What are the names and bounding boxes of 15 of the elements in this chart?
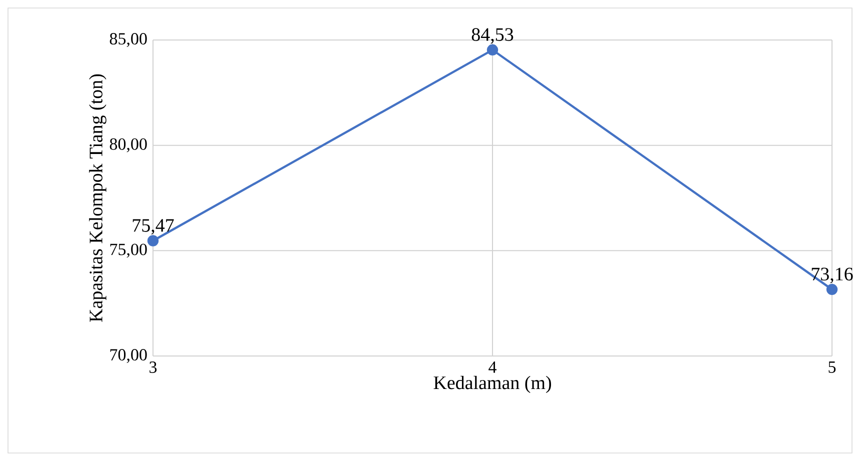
x-tick-label: 3 — [150, 362, 157, 373]
y-axis-title: Kapasitas Kelompok Tiang (ton) — [89, 74, 106, 322]
y-tick-label: 75,00 — [110, 244, 147, 258]
data-label: 73,16 — [812, 268, 853, 284]
y-tick-label: 85,00 — [110, 33, 147, 47]
y-tick-label: 80,00 — [110, 138, 147, 152]
data-label: 84,53 — [472, 28, 514, 44]
y-tick-label: 70,00 — [110, 349, 147, 363]
point — [486, 44, 498, 56]
x-axis-title: Kedalaman (m) — [434, 376, 552, 394]
x-tick-label: 4 — [488, 362, 496, 373]
point — [826, 284, 838, 296]
x-tick-label: 5 — [828, 362, 836, 373]
point — [147, 235, 159, 246]
data-label: 75,47 — [132, 219, 174, 235]
